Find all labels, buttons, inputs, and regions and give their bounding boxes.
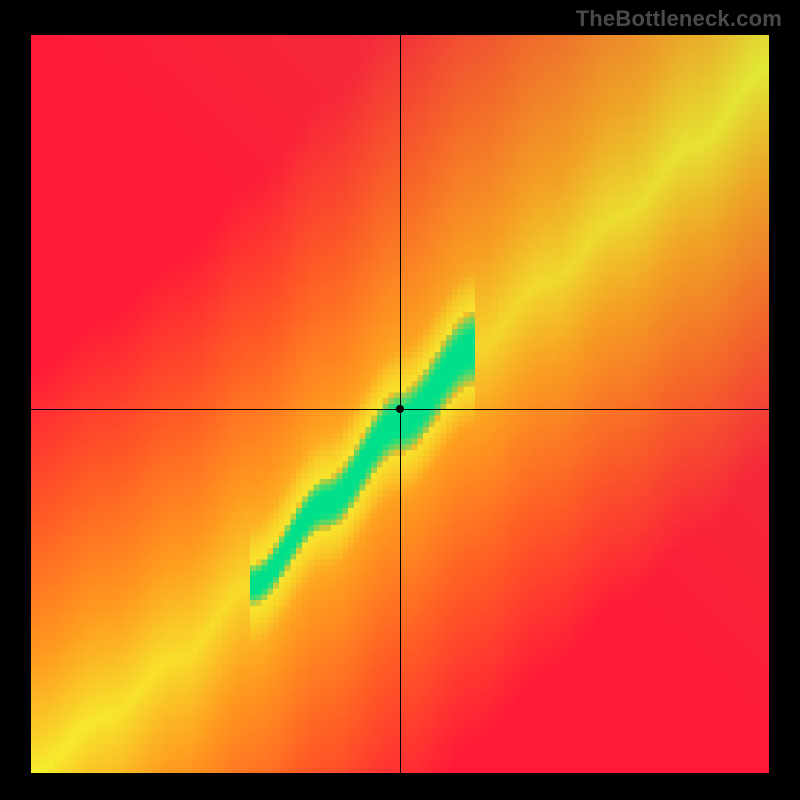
watermark-text: TheBottleneck.com bbox=[576, 6, 782, 32]
crosshair-vertical bbox=[400, 35, 401, 773]
chart-container: TheBottleneck.com bbox=[0, 0, 800, 800]
crosshair-marker bbox=[396, 405, 404, 413]
